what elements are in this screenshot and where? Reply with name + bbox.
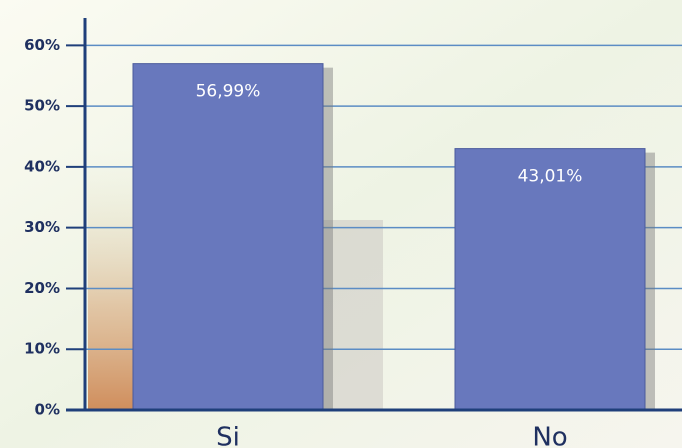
- x-tick-label: No: [532, 423, 567, 448]
- y-tick-label: 0%: [35, 401, 60, 419]
- y-tick-label: 10%: [24, 340, 60, 358]
- y-tick-label: 40%: [24, 157, 60, 175]
- y-tick-label: 20%: [24, 279, 60, 297]
- background-photo: [323, 220, 383, 410]
- y-tick-label: 50%: [24, 97, 60, 115]
- background-photo: [88, 150, 133, 410]
- data-label: 56,99%: [196, 82, 261, 102]
- bar: [132, 63, 324, 411]
- y-tick-label: 30%: [24, 218, 60, 236]
- x-tick-label: Si: [216, 423, 240, 448]
- data-label: 43,01%: [518, 167, 583, 187]
- y-tick-label: 60%: [24, 36, 60, 54]
- bar: [454, 148, 646, 411]
